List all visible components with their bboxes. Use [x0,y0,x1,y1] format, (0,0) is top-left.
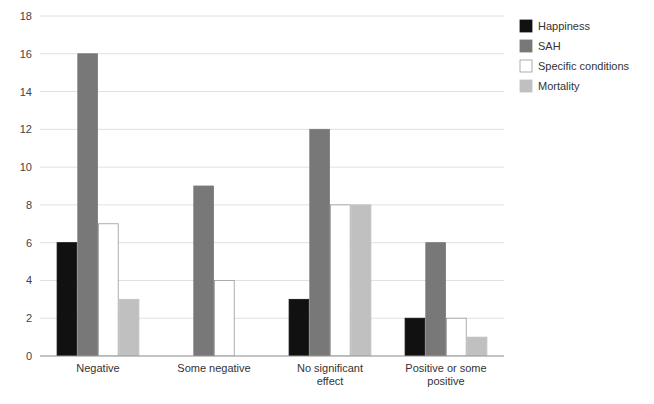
y-tick-label: 10 [20,161,32,173]
y-tick-label: 12 [20,123,32,135]
legend: Happiness SAH Specific conditions Mortality [520,20,630,92]
grid-line [40,91,504,92]
legend-swatch [520,40,532,52]
x-tick-label: Positive or somepositive [405,362,486,387]
grid-line [40,53,504,54]
bar [426,243,446,356]
bar [405,318,425,356]
bars [57,54,487,356]
y-tick-label: 6 [26,237,32,249]
grid-line [40,356,504,357]
y-tick-label: 8 [26,199,32,211]
legend-swatch [520,20,532,32]
y-tick-label: 16 [20,48,32,60]
bar [446,318,466,356]
x-tick-label: Negative [76,362,119,374]
y-tick-label: 18 [20,10,32,22]
grid [40,16,504,356]
bar [330,205,350,356]
grid-line [40,129,504,130]
legend-label: Mortality [538,80,580,92]
grid-line [40,16,504,17]
grid-line [40,167,504,168]
y-tick-label: 2 [26,312,32,324]
y-tick-label: 0 [26,350,32,362]
chart: 0 2 4 6 8 10 12 14 16 18 Negative Some negative No s… [0,0,654,404]
bar [57,243,77,356]
x-tick-label: Some negative [177,362,250,374]
legend-swatch [520,60,532,72]
bar [351,205,371,356]
x-axis-line [40,356,504,357]
chart-container: 0 2 4 6 8 10 12 14 16 18 Negative Some negative No s… [0,0,654,404]
y-tick-label: 4 [26,274,32,286]
bar [467,337,487,356]
bar [98,224,118,356]
legend-label: SAH [538,40,561,52]
y-tick-label: 14 [20,86,32,98]
bar [194,186,214,356]
bar [310,129,330,356]
bar [78,54,98,356]
legend-label: Happiness [538,20,590,32]
bar [214,280,234,356]
legend-swatch [520,80,532,92]
bar [289,299,309,356]
bar [119,299,139,356]
legend-label: Specific conditions [538,60,630,72]
grid-line [40,204,504,205]
x-tick-label: No significanteffect [297,362,363,387]
